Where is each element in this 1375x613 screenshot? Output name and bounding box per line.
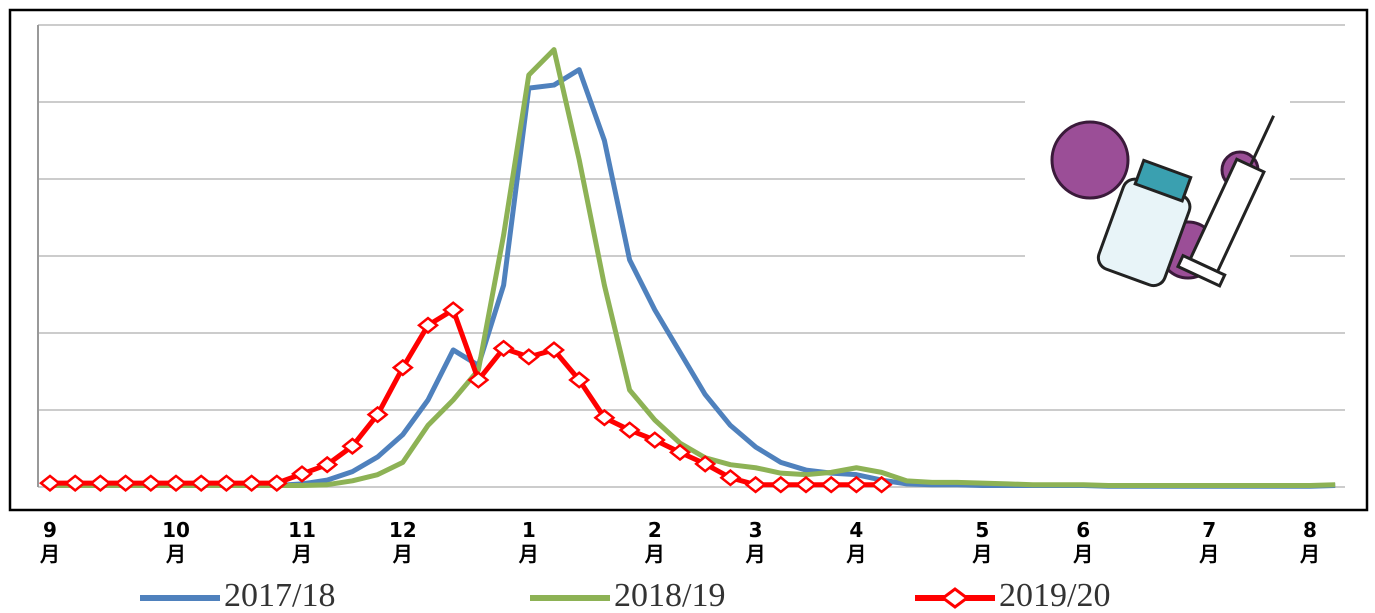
data-point <box>618 421 641 439</box>
data-point <box>190 474 213 492</box>
data-point <box>870 475 893 494</box>
syringe <box>1175 115 1275 288</box>
data-point <box>38 474 62 492</box>
data-point <box>492 339 515 358</box>
data-point <box>820 475 843 494</box>
x-tick-label: 10月 <box>162 518 190 566</box>
data-point <box>668 443 692 462</box>
data-point <box>215 474 238 492</box>
data-point <box>265 474 288 492</box>
data-point <box>64 474 87 492</box>
data-point <box>467 371 490 389</box>
data-point <box>139 474 162 492</box>
data-point <box>744 475 767 494</box>
data-point <box>316 455 339 474</box>
vial <box>1096 158 1193 288</box>
x-tick-label: 5月 <box>972 518 993 566</box>
data-point <box>643 431 666 449</box>
virus <box>1050 120 1130 200</box>
legend-label: 2018/19 <box>614 577 725 613</box>
data-point <box>391 358 414 377</box>
x-tick-label: 9月 <box>40 518 60 566</box>
data-point <box>694 455 717 473</box>
data-point <box>416 316 440 335</box>
data-point <box>794 475 818 494</box>
x-tick-label: 7月 <box>1199 518 1220 566</box>
x-tick-label: 3月 <box>745 518 766 566</box>
data-point <box>164 474 188 492</box>
legend: 2017/18 2018/19 2019/20 <box>140 577 1110 613</box>
data-point <box>341 437 364 455</box>
illustration <box>1025 90 1290 288</box>
data-point <box>719 468 742 487</box>
x-tick-label: 4月 <box>846 518 867 566</box>
series-line <box>50 307 882 488</box>
data-point <box>114 474 137 492</box>
data-point <box>568 371 591 389</box>
data-point <box>542 341 566 359</box>
x-tick-label: 2月 <box>644 518 665 566</box>
data-point <box>366 405 389 424</box>
data-point <box>593 408 616 427</box>
x-tick-label: 6月 <box>1073 518 1094 566</box>
data-point <box>240 474 263 492</box>
legend-marker <box>940 587 970 609</box>
data-point <box>89 474 112 492</box>
data-point <box>769 475 792 494</box>
x-tick-label: 12月 <box>388 518 417 566</box>
data-point <box>442 301 465 319</box>
frame <box>8 8 1369 512</box>
data-point <box>290 465 314 483</box>
x-tick-label: 11月 <box>288 518 316 566</box>
legend-label: 2017/18 <box>224 577 335 613</box>
data-point <box>845 475 868 494</box>
x-tick-label: 1月 <box>518 518 539 566</box>
data-point <box>517 348 540 366</box>
x-tick-label: 8月 <box>1300 518 1320 566</box>
legend-label: 2019/20 <box>999 577 1110 613</box>
